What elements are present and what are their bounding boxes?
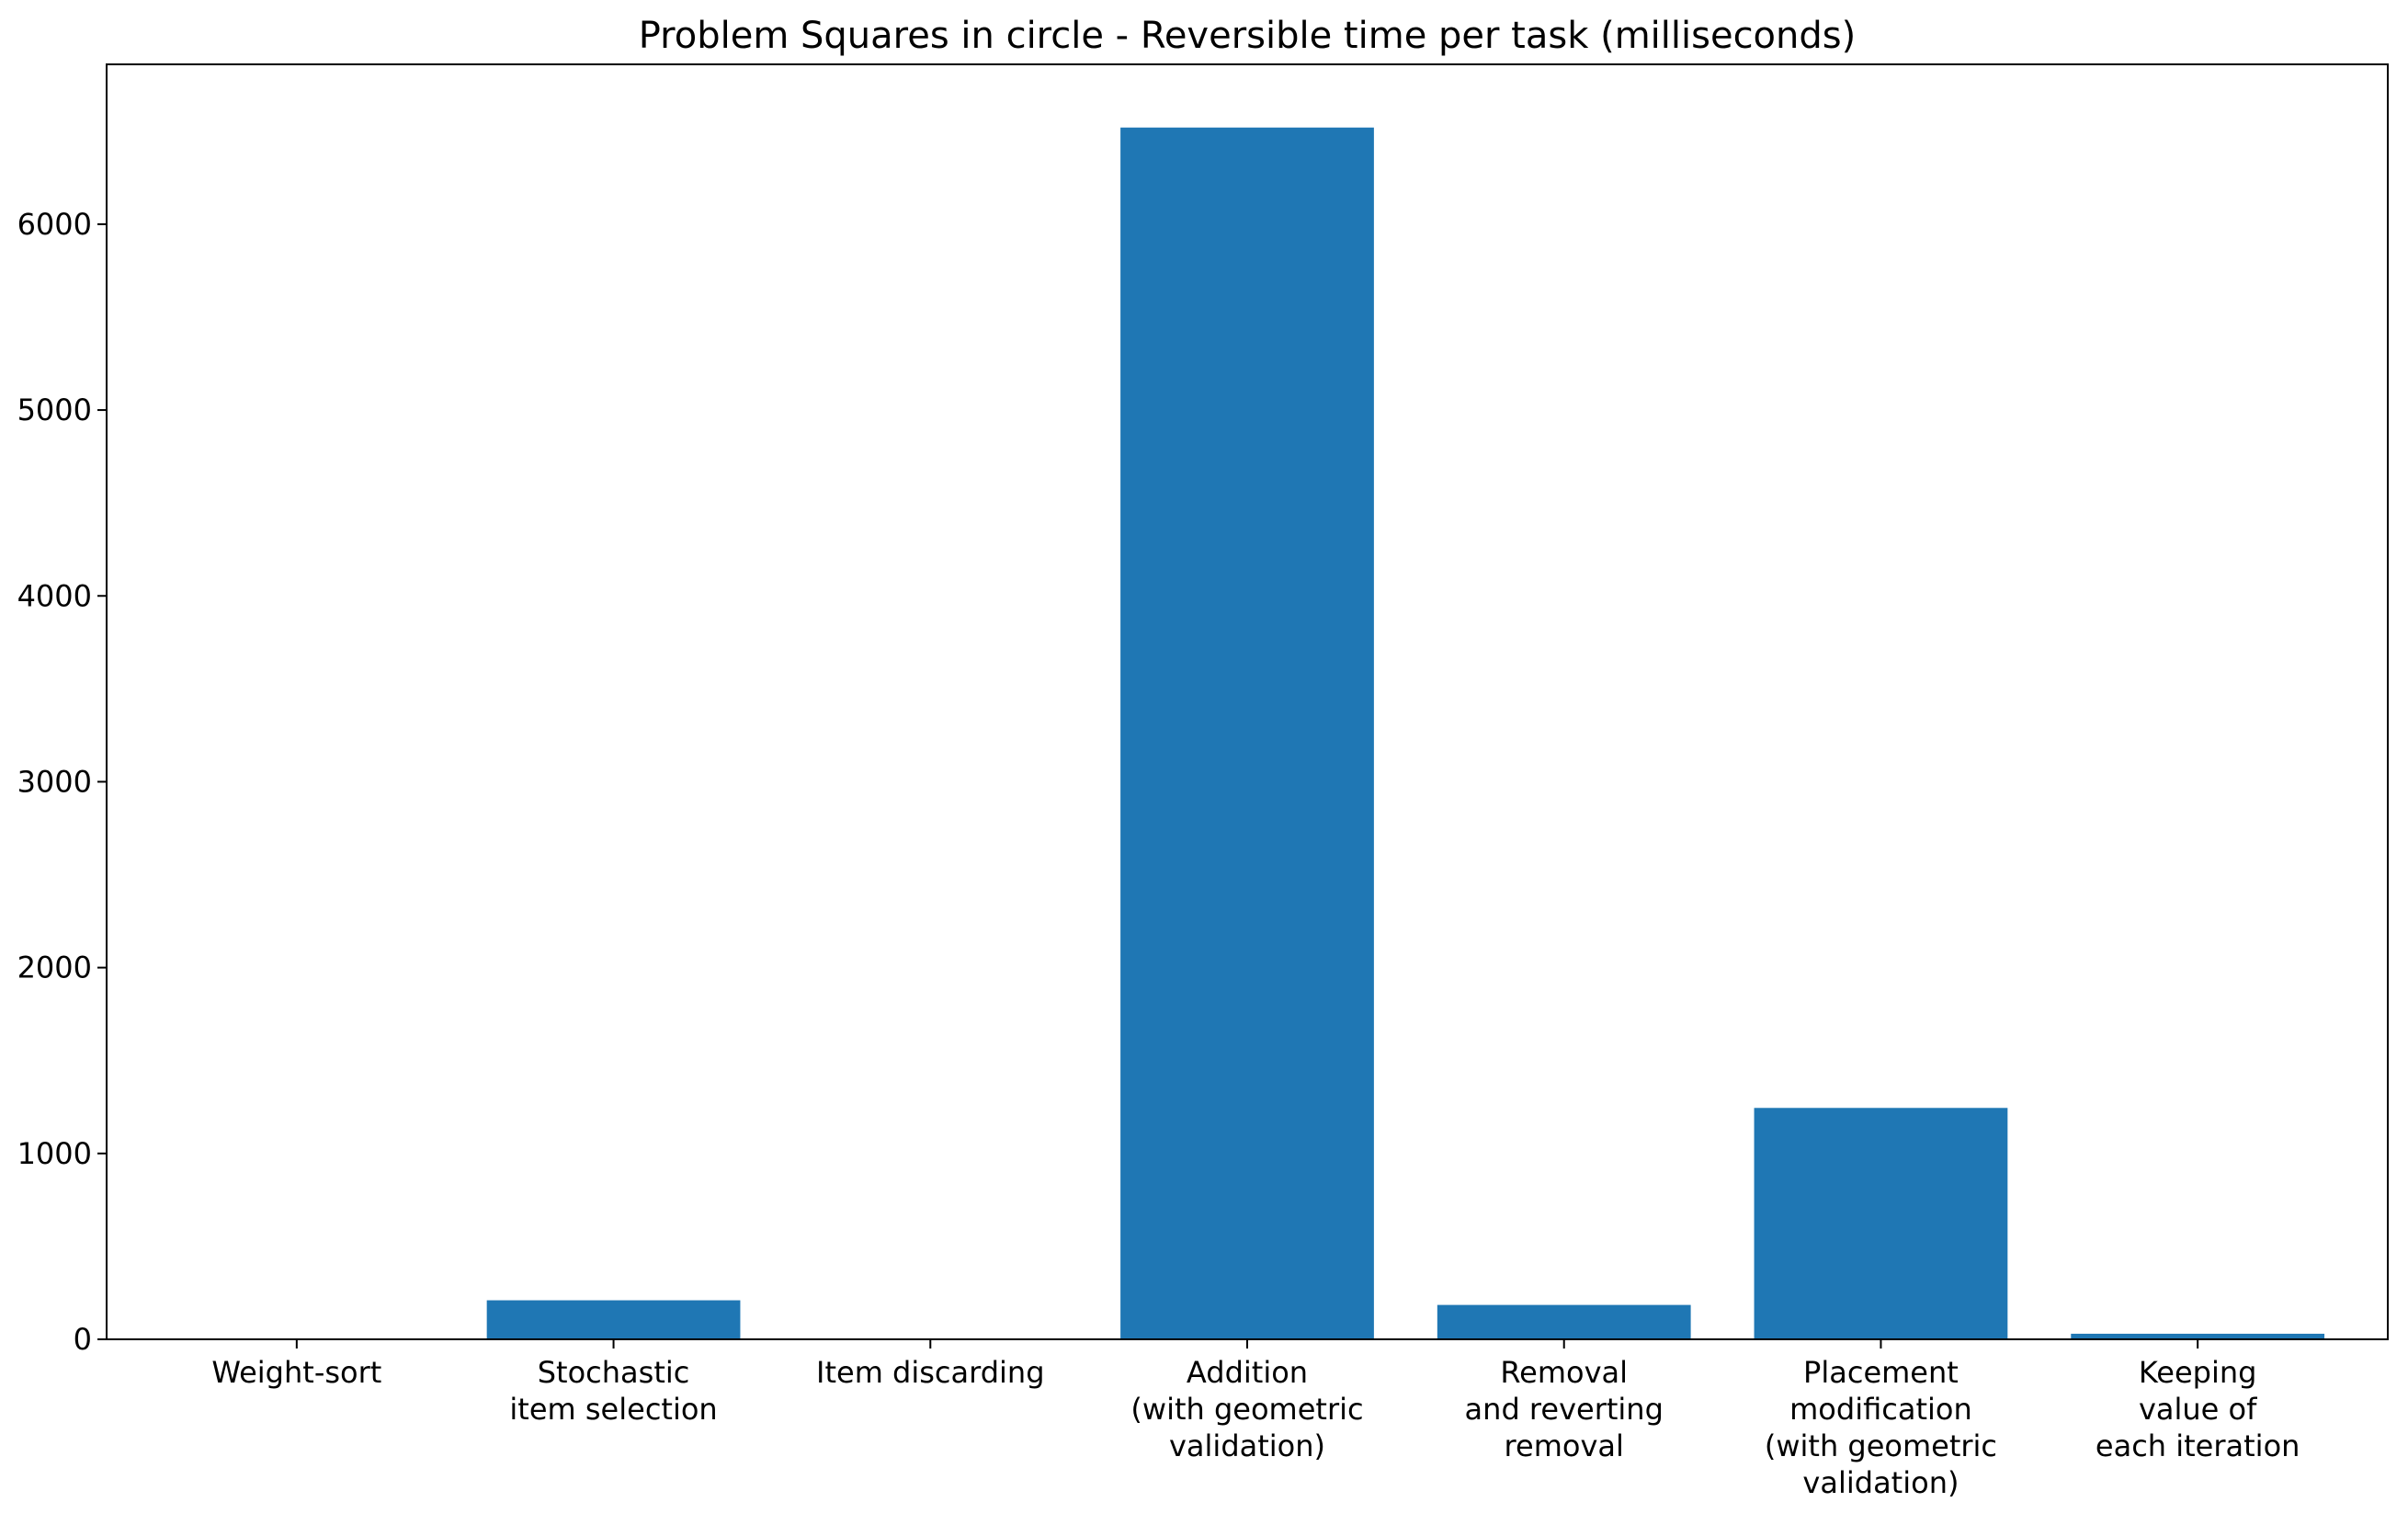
chart-title: Problem Squares in circle - Reversible t…: [639, 15, 1856, 57]
y-tick-label-3: 3000: [17, 764, 92, 799]
y-tick-label-6: 6000: [17, 207, 92, 242]
x-tick-label-1: Stochastic item selection: [509, 1355, 717, 1427]
bar-6: [2071, 1333, 2325, 1339]
y-tick-label-4: 4000: [17, 578, 92, 613]
y-tick-label-1: 1000: [17, 1136, 92, 1171]
x-tick-label-line: Item discarding: [816, 1355, 1044, 1390]
x-tick-label-line: and reverting: [1465, 1392, 1664, 1427]
x-tick-label-line: Placement: [1803, 1355, 1959, 1390]
x-tick-label-0: Weight-sort: [211, 1355, 381, 1390]
x-tick-label-line: item selection: [509, 1392, 717, 1427]
x-tick-label-line: (with geometric: [1130, 1392, 1363, 1427]
x-tick-label-line: validation): [1802, 1465, 1959, 1500]
x-tick-label-6: Keeping value of each iteration: [2096, 1355, 2300, 1463]
bar-3: [1120, 127, 1374, 1340]
x-tick-label-3: Addition (with geometric validation): [1130, 1355, 1363, 1463]
x-tick-label-line: (with geometric: [1765, 1428, 1997, 1463]
x-tick-label-line: Keeping: [2139, 1355, 2257, 1390]
x-tick-label-2: Item discarding: [816, 1355, 1044, 1390]
y-axis: 0 1000 2000 3000 4000 5000 6000: [17, 207, 107, 1357]
x-tick-label-line: Stochastic: [538, 1355, 690, 1390]
y-tick-label-5: 5000: [17, 393, 92, 427]
x-tick-label-line: each iteration: [2096, 1428, 2300, 1463]
bar-1: [486, 1300, 741, 1339]
bar-5: [1754, 1108, 2008, 1339]
x-tick-label-line: value of: [2139, 1392, 2257, 1427]
x-tick-label-line: removal: [1505, 1428, 1624, 1463]
y-tick-label-2: 2000: [17, 950, 92, 985]
x-axis: Weight-sort Stochastic item selection Item …: [211, 1339, 2300, 1500]
bars-group: [169, 127, 2325, 1340]
x-tick-label-line: Removal: [1500, 1355, 1628, 1390]
x-tick-label-line: Addition: [1187, 1355, 1308, 1390]
x-tick-label-line: Weight-sort: [211, 1355, 381, 1390]
x-tick-label-line: modification: [1789, 1392, 1972, 1427]
x-tick-label-5: Placement modification (with geometric vali…: [1765, 1355, 1997, 1500]
y-tick-label-0: 0: [74, 1322, 92, 1357]
x-tick-label-line: validation): [1169, 1428, 1325, 1463]
bar-4: [1437, 1304, 1691, 1339]
x-tick-label-4: Removal and reverting removal: [1465, 1355, 1664, 1463]
